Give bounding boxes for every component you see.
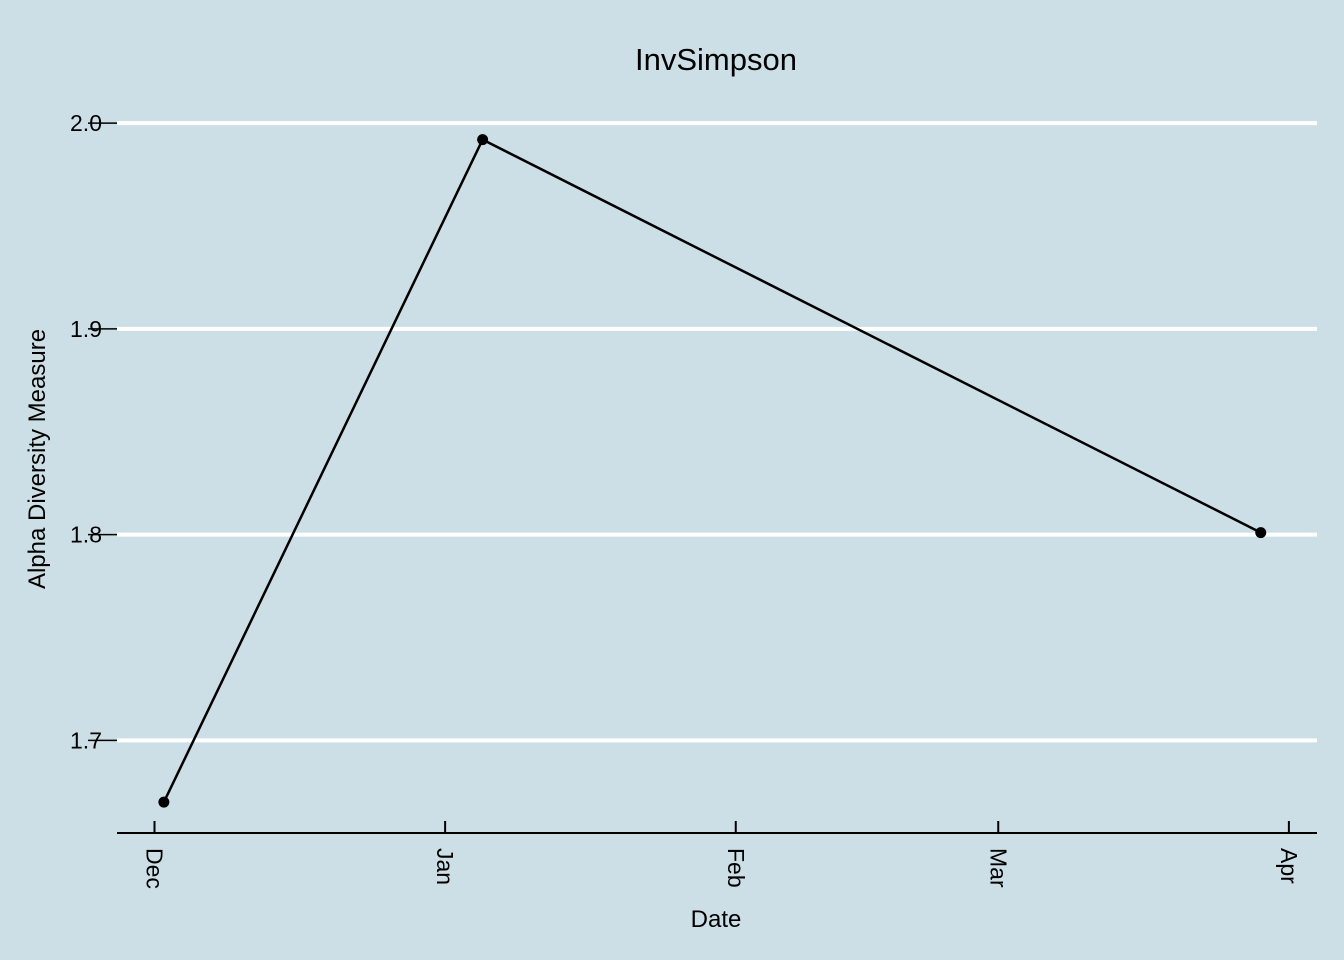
gridlines xyxy=(117,121,1317,743)
y-tick-label: 1.7 xyxy=(70,727,102,753)
y-tick-label: 1.8 xyxy=(70,522,102,548)
data-point xyxy=(1255,527,1267,539)
x-tick-label: Jan xyxy=(432,848,458,885)
data-point xyxy=(158,796,170,808)
y-axis-ticks: 1.7 1.8 1.9 2.0 xyxy=(70,110,117,753)
data-point xyxy=(477,134,489,146)
x-axis-title: Date xyxy=(691,906,742,933)
series-line-group xyxy=(158,134,1267,808)
x-tick-label: Feb xyxy=(723,848,749,888)
y-tick-label: 2.0 xyxy=(70,110,102,136)
y-tick-label: 1.9 xyxy=(70,316,102,342)
y-axis-title: Alpha Diversity Measure xyxy=(24,329,51,589)
x-tick-label: Mar xyxy=(985,848,1011,888)
x-tick-label: Dec xyxy=(142,848,168,889)
x-tick-label: Apr xyxy=(1276,848,1302,884)
chart-title: InvSimpson xyxy=(635,42,797,77)
x-axis-ticks: Dec Jan Feb Mar Apr xyxy=(142,821,1302,889)
